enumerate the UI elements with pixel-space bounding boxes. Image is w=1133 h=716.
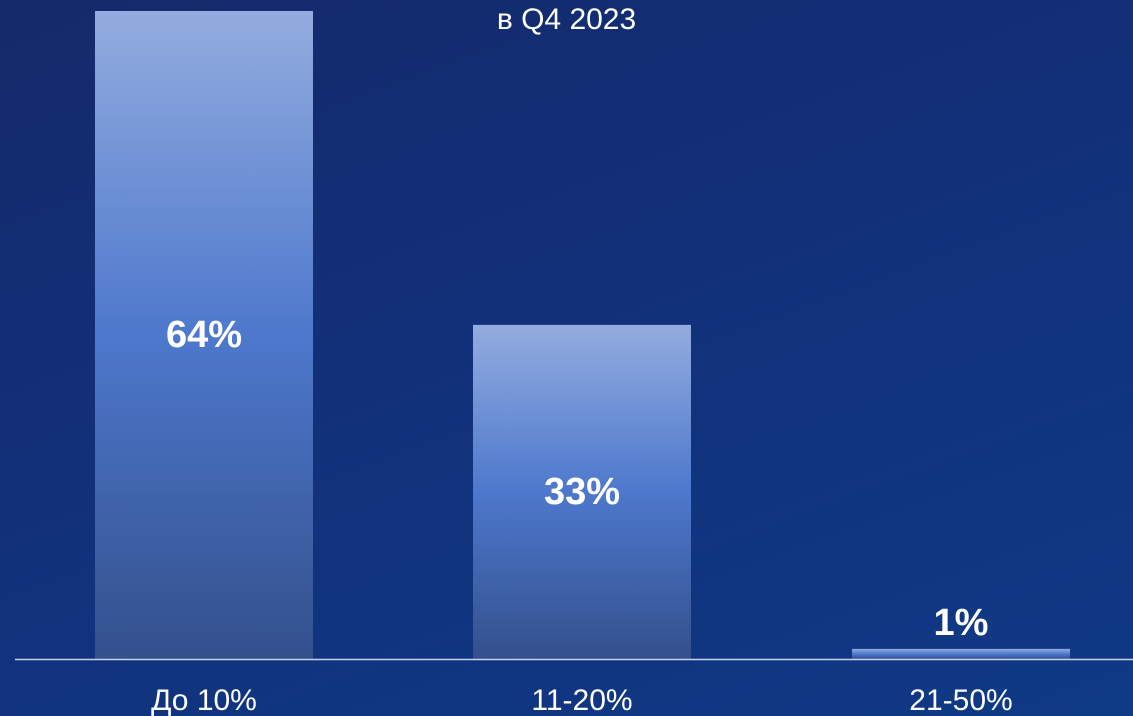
bar-1 [95,11,313,659]
category-label-1: До 10% [151,684,257,716]
category-label-3: 21-50% [909,684,1012,716]
value-label-3: 1% [934,602,989,644]
bar-3 [852,648,1070,659]
value-label-1: 64% [166,314,242,356]
chart-subtitle: в Q4 2023 [496,3,637,36]
category-label-2: 11-20% [531,684,632,716]
value-label-2: 33% [544,471,620,513]
bar-2 [473,324,691,659]
